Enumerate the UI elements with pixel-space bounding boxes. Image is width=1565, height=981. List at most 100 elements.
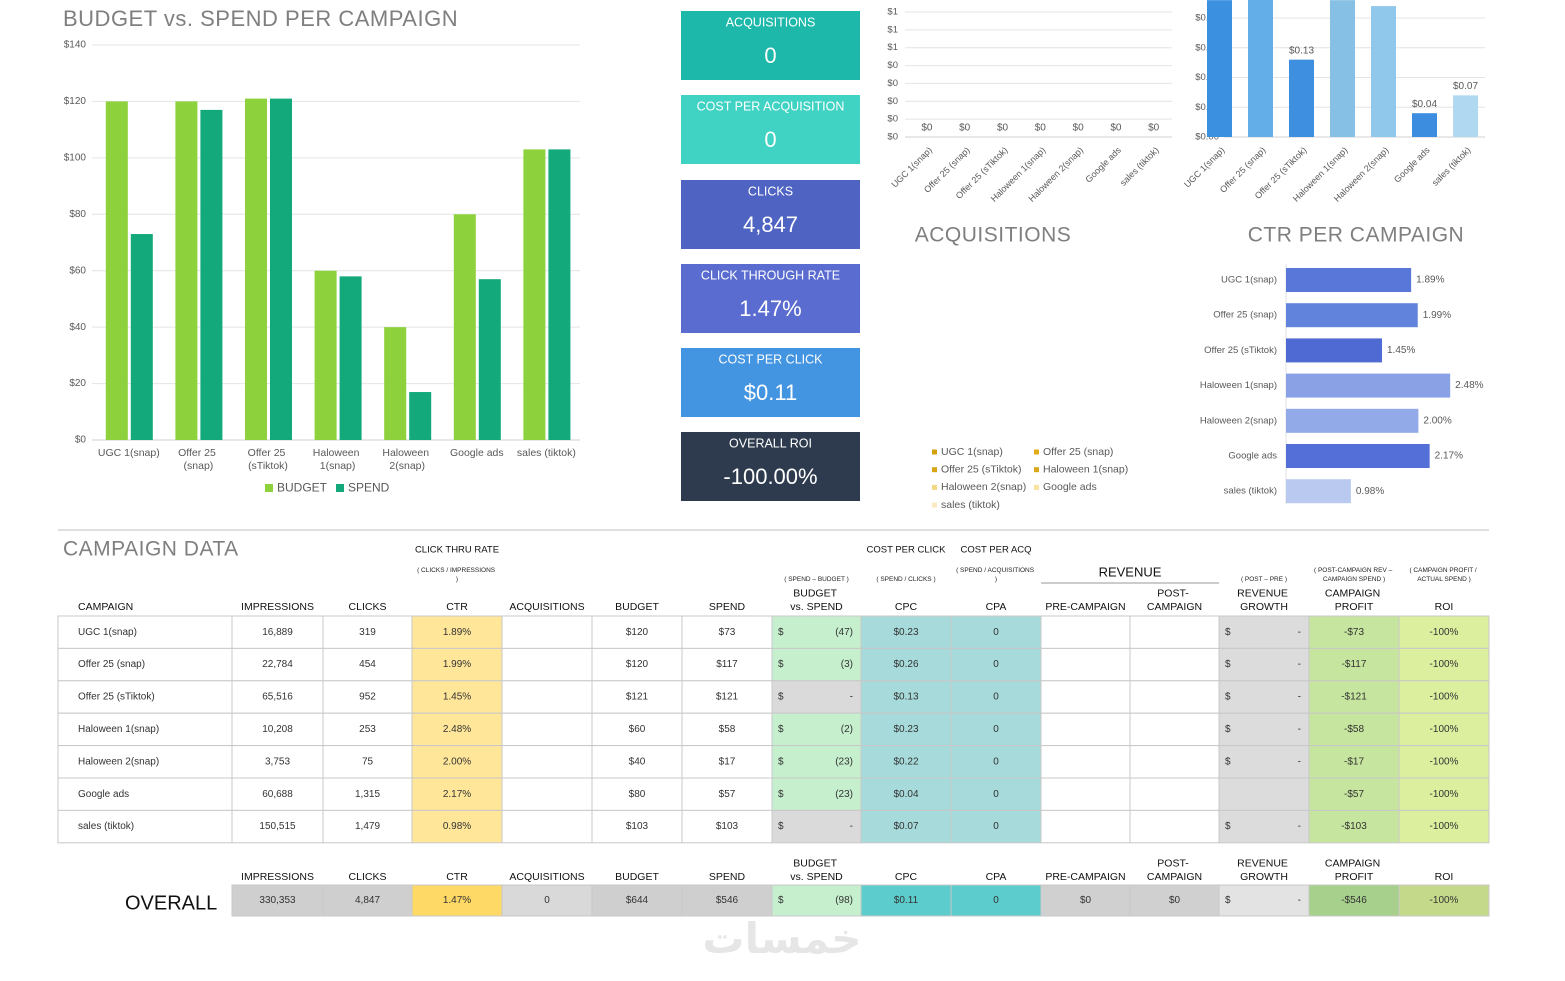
table-cell bbox=[1040, 777, 1131, 811]
cell-value: 60,688 bbox=[262, 789, 293, 800]
table-cell bbox=[501, 647, 593, 682]
table-cell bbox=[1129, 712, 1220, 747]
kpi-value: -100.00% bbox=[723, 464, 817, 489]
y-tick-label: $1 bbox=[887, 42, 898, 53]
table-cell bbox=[57, 777, 233, 811]
y-tick-label: $80 bbox=[69, 209, 86, 220]
table-cell bbox=[950, 647, 1042, 682]
column-header: CAMPAIGN PROFIT bbox=[1325, 857, 1383, 883]
cell-value: 1.45% bbox=[443, 692, 471, 703]
table-cell bbox=[231, 712, 324, 747]
bar bbox=[384, 327, 407, 440]
cell-value: -100% bbox=[1430, 627, 1459, 638]
cell-amount: - bbox=[1298, 756, 1301, 767]
column-header: BUDGET vs. SPEND bbox=[790, 587, 843, 613]
cell-amount: (47) bbox=[835, 627, 853, 638]
bar bbox=[1371, 6, 1396, 137]
column-header: PRE-CAMPAIGN bbox=[1045, 601, 1125, 613]
cell-value: -$17 bbox=[1344, 756, 1364, 767]
overall-cell bbox=[1398, 884, 1490, 917]
table-cell bbox=[1040, 615, 1131, 649]
table-cell bbox=[57, 680, 233, 714]
y-tick-label: $0 bbox=[887, 132, 898, 143]
column-header: ACQUISITIONS bbox=[509, 871, 584, 883]
table-cell bbox=[860, 745, 952, 779]
cell-value: -100% bbox=[1430, 724, 1459, 735]
y-tick-label: $0 bbox=[887, 114, 898, 125]
data-label: 1.99% bbox=[1423, 310, 1451, 321]
table-cell bbox=[681, 809, 773, 844]
cell-value: $103 bbox=[626, 821, 649, 832]
table-cell bbox=[681, 745, 773, 779]
bar bbox=[175, 101, 198, 440]
table-cell bbox=[57, 809, 233, 844]
cell-amount: - bbox=[1298, 627, 1301, 638]
y-tick-label: UGC 1(snap) bbox=[1221, 275, 1277, 286]
table-cell bbox=[1129, 615, 1220, 649]
table-cell bbox=[681, 680, 773, 714]
table-cell bbox=[1218, 777, 1310, 811]
kpi-label: COST PER CLICK bbox=[719, 352, 824, 366]
watermark: خمسات bbox=[702, 915, 861, 962]
table-cell bbox=[411, 712, 503, 747]
table-cell bbox=[1040, 745, 1131, 779]
cell-currency: $ bbox=[778, 659, 784, 670]
cell-value: -100% bbox=[1430, 692, 1459, 703]
bar bbox=[1330, 0, 1355, 138]
cell-value: 2.48% bbox=[443, 724, 471, 735]
cell-value: $0.04 bbox=[893, 789, 918, 800]
overall-cell bbox=[411, 884, 503, 917]
table-cell bbox=[860, 809, 952, 844]
column-note: ( CAMPAIGN PROFIT / ACTUAL SPEND ) bbox=[1409, 567, 1478, 583]
legend-swatch bbox=[336, 484, 344, 492]
bar bbox=[1286, 268, 1412, 292]
table-cell bbox=[57, 745, 233, 779]
kpi-value: 0 bbox=[764, 43, 776, 68]
legend-swatch bbox=[932, 467, 937, 473]
data-label: $0.07 bbox=[1453, 81, 1478, 92]
cell-value: $40 bbox=[629, 756, 646, 767]
bar bbox=[453, 214, 476, 440]
legend-swatch bbox=[1034, 467, 1039, 473]
overall-cell bbox=[860, 884, 952, 917]
y-tick-label: $1 bbox=[887, 7, 898, 18]
cell-currency: $ bbox=[778, 756, 784, 767]
data-label: $0 bbox=[1035, 123, 1047, 134]
table-cell bbox=[1218, 745, 1310, 779]
y-tick-label: $1 bbox=[887, 24, 898, 35]
bar bbox=[1286, 479, 1351, 504]
cell-value: -$58 bbox=[1344, 724, 1364, 735]
table-cell bbox=[501, 777, 593, 811]
cell-value: $0.23 bbox=[893, 627, 918, 638]
overall-cell bbox=[501, 884, 593, 917]
x-tick-label: Offer 25 (sTiktok) bbox=[248, 447, 289, 472]
table-cell bbox=[1129, 745, 1220, 779]
cell-currency: $ bbox=[1225, 692, 1231, 703]
column-header: CLICKS bbox=[349, 601, 387, 613]
table-cell bbox=[591, 712, 683, 747]
cell-value: -100% bbox=[1430, 821, 1459, 832]
kpi-card bbox=[681, 95, 860, 164]
bar bbox=[1453, 95, 1478, 137]
group-label: CLICK THRU RATE bbox=[415, 545, 499, 556]
cell-value: $121 bbox=[626, 692, 649, 703]
cell-value: 0 bbox=[993, 756, 999, 767]
cell-value: -$103 bbox=[1341, 821, 1367, 832]
legend-label: Google ads bbox=[1043, 481, 1097, 493]
column-note: ( SPEND / CLICKS ) bbox=[876, 576, 935, 583]
column-note: ( SPEND – BUDGET ) bbox=[784, 576, 849, 583]
overall-label: OVERALL bbox=[125, 892, 217, 914]
table-cell bbox=[771, 777, 862, 811]
kpi-card bbox=[681, 180, 860, 249]
cell-value: 1.89% bbox=[443, 627, 471, 638]
data-label: 2.48% bbox=[1455, 380, 1483, 391]
table-cell bbox=[322, 615, 413, 649]
table-cell bbox=[860, 680, 952, 714]
legend-label: sales (tiktok) bbox=[941, 499, 1000, 511]
y-tick-label: Google ads bbox=[1228, 451, 1277, 462]
y-tick-label: $0 bbox=[887, 78, 898, 89]
chart-title: CTR PER CAMPAIGN bbox=[1248, 224, 1464, 247]
cell-currency: $ bbox=[778, 789, 784, 800]
y-tick-label: sales (tiktok) bbox=[1224, 486, 1277, 497]
legend-label: Haloween 1(snap) bbox=[1043, 463, 1128, 475]
